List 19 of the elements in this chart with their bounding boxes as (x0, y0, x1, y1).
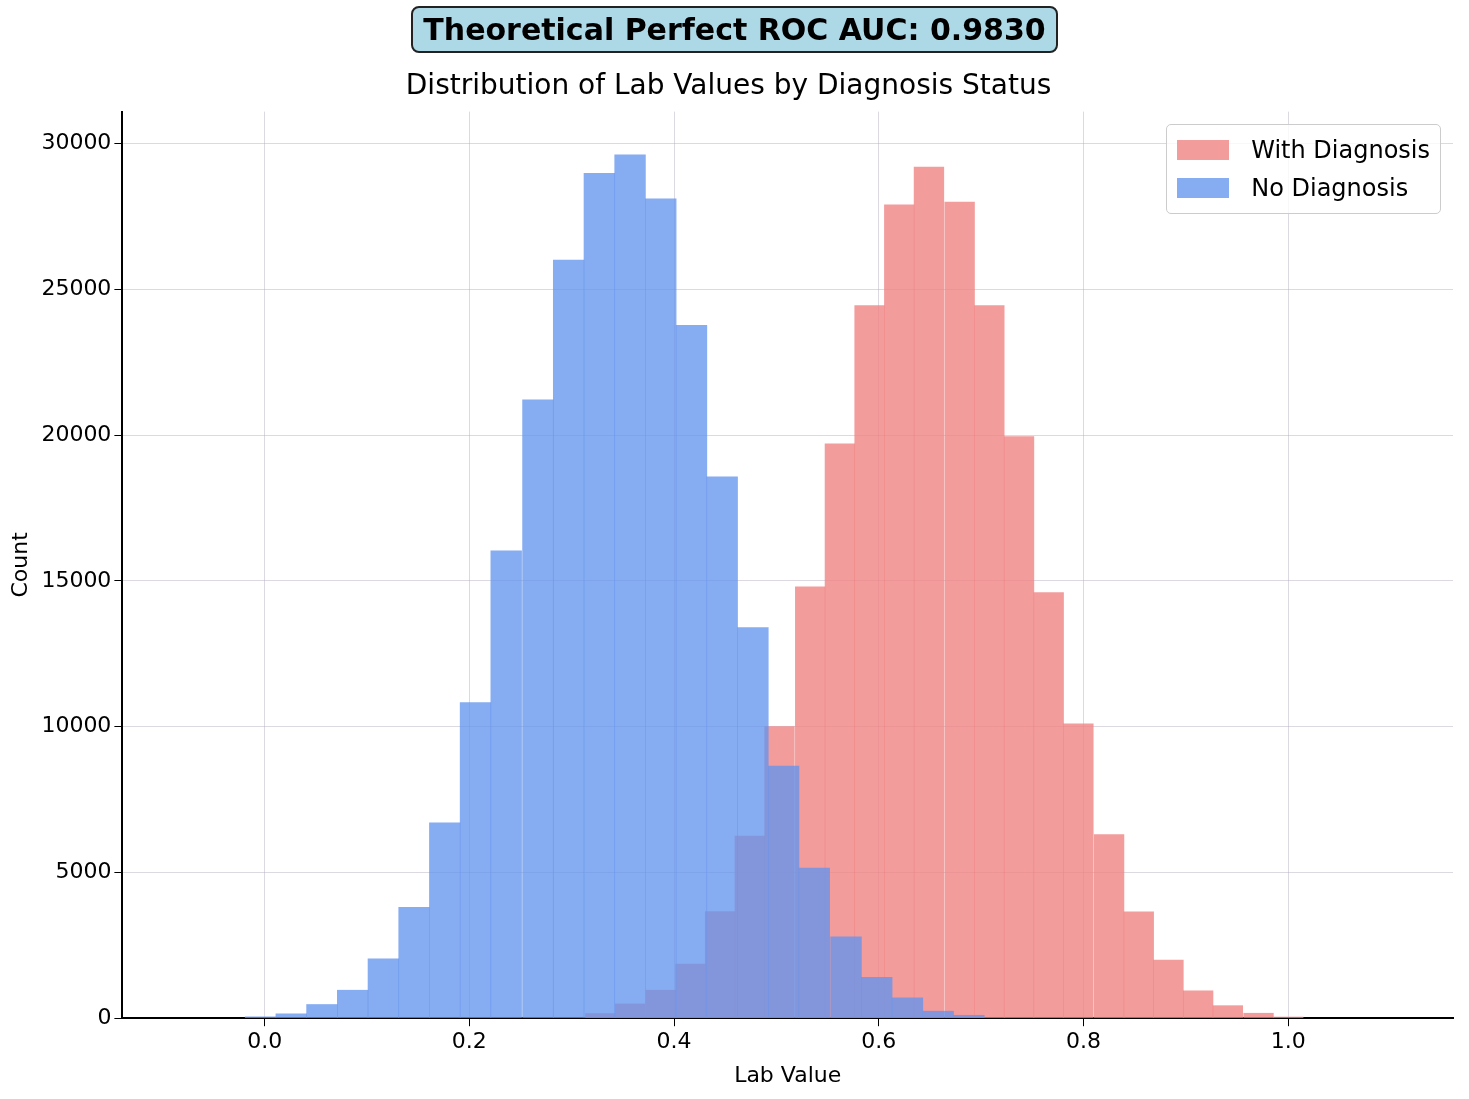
y-tick-label: 10000 (41, 712, 112, 738)
x-tick-label: 1.0 (1270, 1028, 1306, 1054)
y-tick-label: 30000 (41, 129, 112, 155)
y-tick-label: 15000 (41, 566, 112, 592)
x-axis-title: Lab Value (734, 1061, 842, 1087)
y-tick-label: 5000 (55, 858, 112, 884)
x-tick-label: 0.6 (861, 1028, 897, 1054)
x-tick-label: 0.2 (451, 1028, 487, 1054)
x-tick-label: 0.4 (656, 1028, 692, 1054)
legend-label: With Diagnosis (1251, 135, 1430, 164)
chart-title: Distribution of Lab Values by Diagnosis Status (405, 68, 1052, 102)
y-tick-label: 20000 (41, 420, 112, 446)
legend-label: No Diagnosis (1251, 173, 1409, 202)
x-tick-label: 0.0 (247, 1028, 283, 1054)
y-tick-label: 25000 (41, 275, 112, 301)
y-axis-title: Count (6, 531, 32, 598)
text: Theoretical Perfect ROC AUC: 0.9830 (411, 6, 1058, 53)
y-tick-label: 0 (97, 1003, 112, 1029)
x-tick-label: 0.8 (1066, 1028, 1101, 1054)
